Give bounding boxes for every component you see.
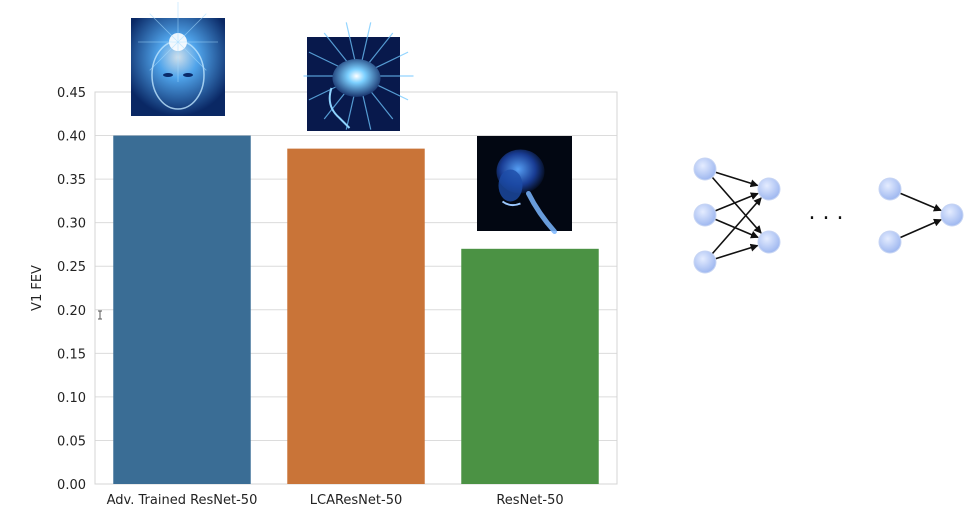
text-cursor-icon (98, 310, 102, 320)
network-edge-arrow (899, 218, 942, 239)
xray-skull-icon (477, 136, 572, 234)
y-tick-label: 0.05 (57, 434, 86, 449)
y-tick-label: 0.25 (57, 260, 86, 275)
network-node (693, 157, 717, 181)
network-node (878, 230, 902, 254)
network-node (693, 203, 717, 227)
y-tick-labels: 0.00 0.05 0.10 0.15 0.20 0.25 0.30 0.35 0.40 0.45 (57, 86, 86, 493)
bar-images (131, 2, 572, 234)
y-tick-label: 0.15 (57, 347, 86, 362)
network-node (757, 230, 781, 254)
glowing-head-icon (131, 2, 225, 116)
y-tick-label: 0.45 (57, 86, 86, 101)
network-node (757, 177, 781, 201)
network-edge-arrow (711, 197, 762, 255)
y-axis-label: V1 FEV (30, 265, 45, 311)
network-edge-arrow (714, 218, 759, 239)
y-tick-label: 0.30 (57, 217, 86, 232)
x-tick-label: ResNet-50 (496, 493, 563, 508)
bar-3 (461, 248, 599, 484)
bar-1 (113, 135, 251, 485)
y-tick-label: 0.00 (57, 478, 86, 493)
network-edge-arrow (711, 176, 762, 234)
network-edge-arrow (899, 192, 942, 212)
x-tick-label: LCAResNet-50 (310, 493, 403, 508)
y-tick-label: 0.35 (57, 173, 86, 188)
network-edge-arrow (714, 192, 759, 212)
y-tick-label: 0.40 (57, 130, 86, 145)
bar-2 (287, 148, 425, 484)
x-tick-label: Adv. Trained ResNet-50 (107, 493, 258, 508)
glowing-brain-icon (303, 22, 414, 131)
network-node (940, 203, 964, 227)
x-tick-labels: Adv. Trained ResNet-50 LCAResNet-50 ResNet… (107, 493, 564, 508)
bars-layer (113, 135, 599, 485)
network-nodes (693, 157, 964, 274)
ellipsis: . . . (809, 200, 844, 225)
network-node (693, 250, 717, 274)
network-edge-arrow (715, 243, 759, 260)
network-node (878, 177, 902, 201)
network-edge-arrow (715, 171, 759, 188)
network-edges (711, 171, 942, 260)
y-tick-label: 0.10 (57, 391, 86, 406)
y-tick-label: 0.20 (57, 304, 86, 319)
